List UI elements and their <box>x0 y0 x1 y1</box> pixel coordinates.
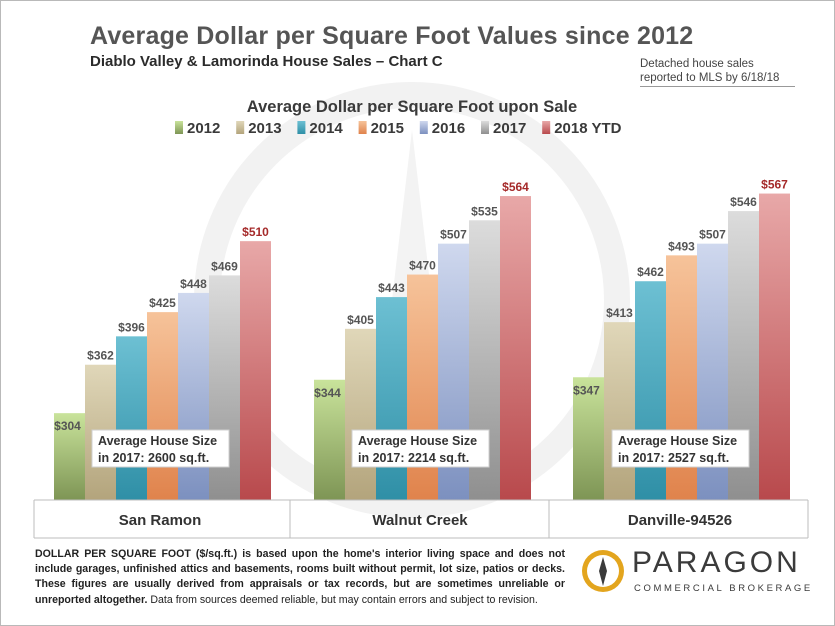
category-label: Walnut Creek <box>372 512 468 529</box>
page-title: Average Dollar per Square Foot Values si… <box>90 22 694 50</box>
data-label: $507 <box>699 228 726 242</box>
source-note-line1: Detached house sales <box>640 58 754 70</box>
logo-tagline: COMMERCIAL BROKERAGE <box>634 583 813 594</box>
data-label: $362 <box>87 349 114 363</box>
data-label: $347 <box>573 383 600 397</box>
bar <box>116 336 147 500</box>
annotation-line2: in 2017: 2600 sq.ft. <box>98 451 209 465</box>
bar <box>500 196 531 500</box>
data-label: $470 <box>409 259 436 273</box>
bar <box>345 328 376 500</box>
legend-swatch <box>419 121 428 134</box>
annotation-line2: in 2017: 2214 sq.ft. <box>358 451 469 465</box>
annotation-box <box>351 429 490 468</box>
data-label: $546 <box>730 195 757 209</box>
bar <box>314 379 345 500</box>
bar <box>759 193 790 500</box>
footer-disclaimer: DOLLAR PER SQUARE FOOT ($/sq.ft.) is bas… <box>35 547 565 608</box>
bar <box>604 322 635 500</box>
bar <box>573 377 604 500</box>
annotation-box <box>91 429 230 468</box>
category-label: Danville-94526 <box>628 512 732 529</box>
data-label: $567 <box>761 178 788 192</box>
legend-swatch <box>236 121 245 134</box>
paragon-logo: PARAGON COMMERCIAL BROKERAGE <box>580 543 820 605</box>
footer-normal-text: Data from sources deemed reliable, but m… <box>147 593 538 606</box>
footer-bold-text: DOLLAR PER SQUARE FOOT ($/sq.ft.) is bas… <box>35 548 565 606</box>
chart-title: Average Dollar per Square Foot upon Sale <box>247 98 577 116</box>
legend-label: 2012 <box>187 120 220 137</box>
data-label: $462 <box>637 265 664 279</box>
paragon-logo-mark <box>582 550 624 592</box>
page-subtitle: Diablo Valley & Lamorinda House Sales – … <box>90 53 443 70</box>
data-label: $413 <box>606 306 633 320</box>
annotation-line1: Average House Size <box>618 434 737 448</box>
bar <box>240 241 271 500</box>
annotation-box <box>611 429 750 468</box>
legend-label: 2015 <box>371 120 404 137</box>
legend-label: 2016 <box>432 120 465 137</box>
data-label: $443 <box>378 281 405 295</box>
legend-label: 2014 <box>309 120 343 137</box>
legend-label: 2013 <box>248 120 281 137</box>
source-note-rule <box>640 86 795 87</box>
data-label: $425 <box>149 296 176 310</box>
annotation-line2: in 2017: 2527 sq.ft. <box>618 451 729 465</box>
bar <box>147 312 178 500</box>
data-label: $344 <box>314 386 341 400</box>
bar <box>54 413 85 500</box>
data-label: $493 <box>668 239 695 253</box>
source-note: Detached house sales reported to MLS by … <box>640 57 800 85</box>
data-label: $507 <box>440 228 467 242</box>
annotation-line1: Average House Size <box>358 434 477 448</box>
legend-swatch <box>175 121 183 134</box>
data-label: $396 <box>118 320 145 334</box>
legend-swatch <box>297 121 306 134</box>
data-label: $469 <box>211 259 238 273</box>
data-label: $564 <box>502 180 529 194</box>
data-label: $535 <box>471 204 498 218</box>
bar <box>376 297 407 500</box>
data-label: $405 <box>347 313 374 327</box>
category-label: San Ramon <box>119 512 202 529</box>
logo-name: PARAGON <box>632 546 801 579</box>
data-label: $304 <box>54 419 81 433</box>
legend-label: 2018 YTD <box>554 120 621 137</box>
data-label: $448 <box>180 277 207 291</box>
legend-swatch <box>358 121 367 134</box>
legend-label: 2017 <box>493 120 526 137</box>
bar <box>178 292 209 500</box>
source-note-line2: reported to MLS by 6/18/18 <box>640 72 780 84</box>
legend-swatch <box>481 121 489 134</box>
legend-swatch <box>542 121 551 134</box>
data-label: $510 <box>242 225 269 239</box>
annotation-line1: Average House Size <box>98 434 217 448</box>
